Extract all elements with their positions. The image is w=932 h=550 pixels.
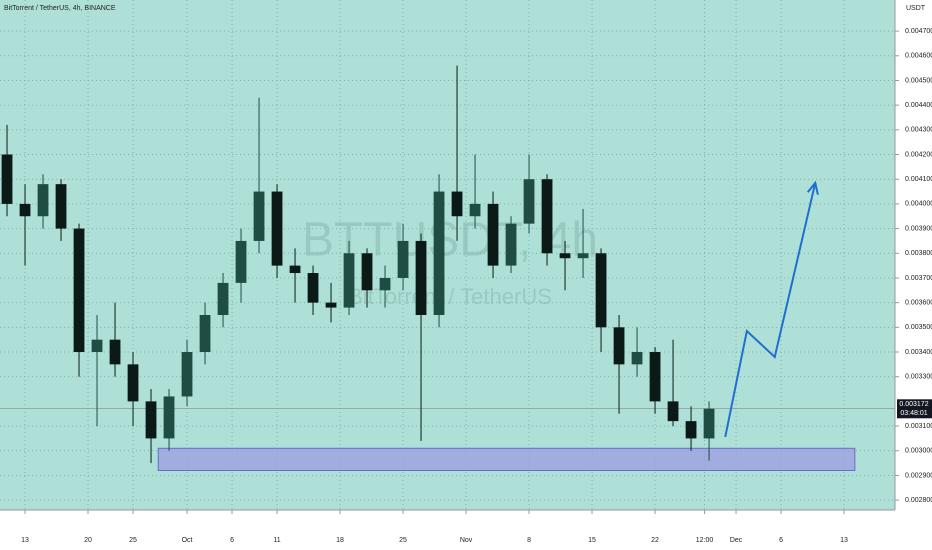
candle-body (523, 179, 535, 224)
candle-body (55, 184, 67, 229)
y-tick-label: 0.003600 (905, 299, 932, 306)
x-tick-label: 18 (336, 537, 344, 544)
watermark-sub: BitTorrent / TetherUS (348, 284, 552, 309)
y-tick-label: 0.003100 (905, 423, 932, 430)
support-zone (157, 447, 856, 472)
x-tick-label: 22 (651, 537, 659, 544)
candle-body (577, 253, 589, 259)
candle-body (703, 408, 715, 439)
candle-body (667, 401, 679, 422)
y-tick-label: 0.004000 (905, 201, 932, 208)
candle-body (559, 253, 571, 259)
marks (0, 65, 895, 472)
candle-body (37, 184, 49, 217)
x-tick-label: Oct (182, 537, 193, 544)
x-tick-label: Dec (730, 537, 743, 544)
y-tick-label: 0.003400 (905, 349, 932, 356)
candle-body (325, 302, 337, 308)
candle-body (361, 253, 373, 291)
y-tick-label: 0.003800 (905, 250, 932, 257)
candle-body (433, 191, 445, 315)
candle-body (253, 191, 265, 241)
candle-body (19, 203, 31, 217)
projection-path (724, 182, 817, 438)
y-tick-label: 0.004100 (905, 176, 932, 183)
candle-body (541, 179, 553, 254)
candle-body (469, 203, 481, 217)
candle-body (145, 401, 157, 439)
y-tick-label: 0.004600 (905, 53, 932, 60)
y-tick-label: 0.003000 (905, 448, 932, 455)
candle-body (181, 352, 193, 397)
countdown: 03:48:01 (900, 410, 927, 417)
candle-body (307, 273, 319, 303)
x-tick-label: 6 (230, 537, 234, 544)
y-tick-label: 0.002900 (905, 472, 932, 479)
candle-body (649, 352, 661, 402)
y-tick-label: 0.004500 (905, 77, 932, 84)
candle-body (505, 223, 517, 266)
candle-body (613, 327, 625, 365)
candle-body (217, 282, 229, 315)
y-tick-label: 0.002800 (905, 497, 932, 504)
y-tick-label: 0.003900 (905, 225, 932, 232)
candle-body (73, 228, 85, 353)
x-tick-label: 20 (84, 537, 92, 544)
candle-body (127, 364, 139, 402)
x-tick-label: 15 (588, 537, 596, 544)
x-tick-label: 6 (779, 537, 783, 544)
candle-body (343, 253, 355, 308)
candle-body (199, 314, 211, 353)
projection-arrowhead (806, 180, 819, 195)
candle-body (235, 240, 247, 283)
candle-body (271, 191, 283, 266)
candle-body (109, 339, 121, 365)
y-tick-label: 0.003500 (905, 324, 932, 331)
y-tick-label: 0.004200 (905, 151, 932, 158)
x-tick-label: 13 (840, 537, 848, 544)
candle-body (289, 265, 301, 274)
chart-title: BitTorrent / TetherUS, 4h, BINANCE (4, 5, 116, 12)
x-tick-label: Nov (460, 537, 473, 544)
candle-body (397, 240, 409, 278)
last-price-label: 0.003172 (899, 401, 928, 408)
candle-body (685, 421, 697, 439)
last-price-box (897, 399, 932, 419)
y-tick-label: 0.003700 (905, 275, 932, 282)
x-tick-label: 11 (273, 537, 280, 544)
x-tick-label: 25 (129, 537, 137, 544)
y-tick-label: 0.004300 (905, 127, 932, 134)
y-tick-label: 0.004700 (905, 28, 932, 35)
candle-body (487, 203, 499, 266)
x-tick-label: 25 (399, 537, 407, 544)
candle-body (631, 352, 643, 365)
y-tick-label: 0.004400 (905, 102, 932, 109)
candle-body (415, 240, 427, 315)
y-tick-label: 0.003300 (905, 374, 932, 381)
x-tick-label: 12:00 (696, 537, 714, 544)
x-tick-label: 8 (527, 537, 531, 544)
candle-body (1, 154, 13, 204)
x-tick-label: 13 (21, 537, 29, 544)
candle-body (163, 396, 175, 439)
candle-body (451, 191, 463, 217)
candle-body (595, 253, 607, 328)
y-unit: USDT (906, 5, 926, 12)
candle-body (91, 339, 103, 353)
candle-body (379, 277, 391, 291)
